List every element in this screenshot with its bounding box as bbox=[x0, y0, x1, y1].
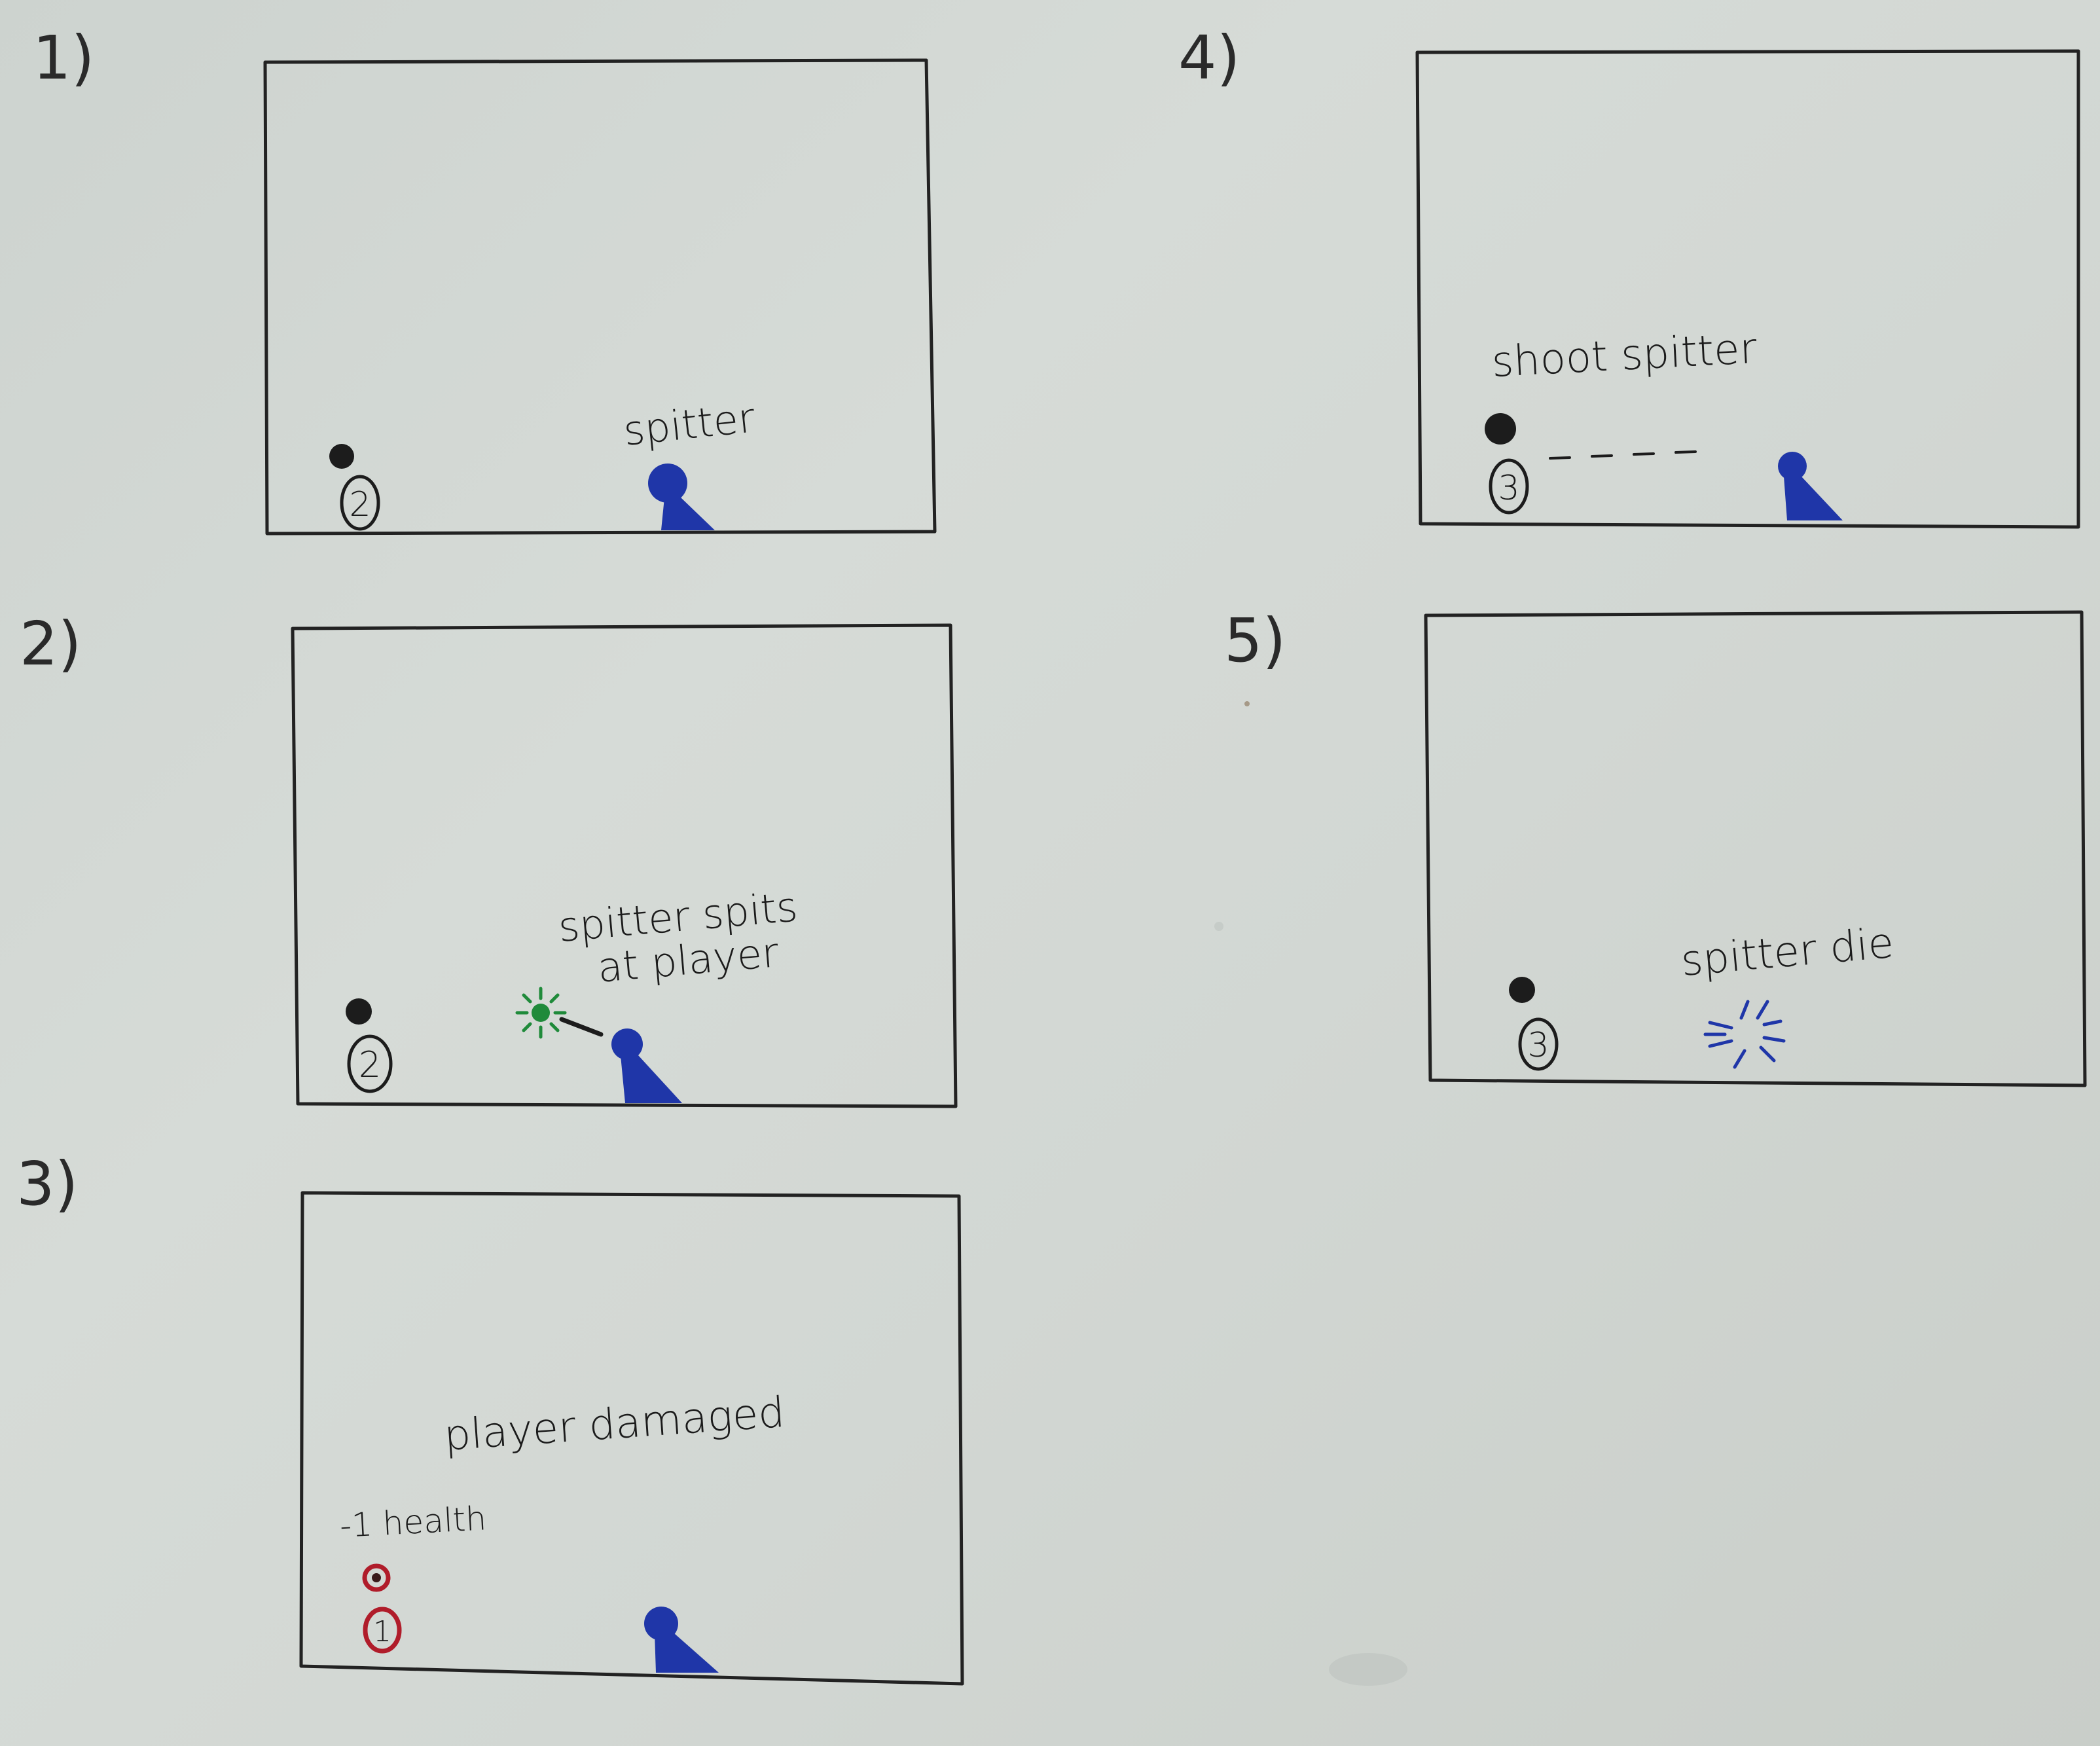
panel-4-player: 3 bbox=[1485, 413, 1529, 515]
panel-1-caption: spitter bbox=[621, 393, 757, 455]
panel-2-player: 2 bbox=[346, 998, 393, 1093]
player-body-icon bbox=[1489, 458, 1529, 515]
panel-2-number: 2) bbox=[20, 609, 81, 679]
spitter-head-icon bbox=[648, 464, 687, 503]
panel-5-frame bbox=[1424, 610, 2087, 1087]
spitter-death-burst-icon bbox=[1703, 1000, 1786, 1069]
panel-3-number: 3) bbox=[16, 1149, 78, 1219]
panel-4-caption: shoot spitter bbox=[1491, 325, 1758, 387]
spit-projectile-icon bbox=[515, 987, 604, 1039]
panel-3-caption: player damaged bbox=[443, 1389, 786, 1461]
spitter-body-icon bbox=[621, 1055, 682, 1103]
panel-3-health-note: -1 health bbox=[339, 1499, 488, 1545]
spitter-head-icon bbox=[644, 1607, 678, 1641]
panel-4-number: 4) bbox=[1178, 23, 1240, 93]
player-body-icon bbox=[347, 1034, 393, 1093]
panel-1-player: 2 bbox=[329, 444, 380, 531]
panel-1-frame bbox=[263, 58, 937, 536]
panel-1: 1) spitter 2 bbox=[33, 23, 937, 536]
panel-3: 3) player damaged -1 health 1 bbox=[16, 1149, 964, 1686]
player-head-icon bbox=[346, 998, 372, 1025]
panel-2: 2) spitter spits at player 2 bbox=[20, 609, 958, 1108]
panel-5-player: 3 bbox=[1509, 977, 1559, 1071]
panel-5-number: 5) bbox=[1224, 606, 1286, 676]
spitter-body-icon bbox=[661, 498, 715, 530]
panel-5-player-health: 3 bbox=[1527, 1026, 1549, 1065]
panel-4-frame bbox=[1415, 49, 2080, 529]
panel-1-player-health: 2 bbox=[349, 485, 371, 524]
panel-5: 5) spitter die 3 bbox=[1224, 606, 2087, 1087]
bullet-trail-icon bbox=[1549, 450, 1697, 460]
panel-4-spitter bbox=[1778, 452, 1843, 520]
panel-3-spitter bbox=[644, 1607, 719, 1673]
panel-3-frame bbox=[299, 1191, 964, 1686]
player-head-icon bbox=[1509, 977, 1535, 1003]
player-body-icon bbox=[340, 475, 380, 531]
player-body-icon bbox=[363, 1607, 402, 1654]
panel-2-spitter bbox=[611, 1028, 682, 1103]
panel-4: 4) shoot spitter 3 bbox=[1178, 23, 2080, 529]
panel-2-frame bbox=[291, 623, 958, 1108]
player-head-icon bbox=[329, 444, 354, 469]
player-body-icon bbox=[1518, 1017, 1559, 1071]
spitter-head-icon bbox=[611, 1028, 643, 1060]
panel-3-player-health: 1 bbox=[373, 1615, 391, 1648]
panel-4-player-health: 3 bbox=[1498, 469, 1519, 508]
panel-3-player: 1 bbox=[362, 1563, 402, 1654]
player-head-icon bbox=[1485, 413, 1516, 445]
panel-5-caption: spitter die bbox=[1679, 919, 1896, 986]
spitter-body-icon bbox=[655, 1633, 719, 1673]
panel-2-player-health: 2 bbox=[359, 1044, 381, 1085]
panel-1-spitter bbox=[648, 464, 715, 530]
paper-smudge bbox=[1214, 701, 1407, 1686]
player-head-icon bbox=[362, 1563, 391, 1592]
spitter-body-icon bbox=[1784, 477, 1843, 520]
spitter-head-icon bbox=[1778, 452, 1807, 481]
panel-1-number: 1) bbox=[33, 23, 94, 93]
